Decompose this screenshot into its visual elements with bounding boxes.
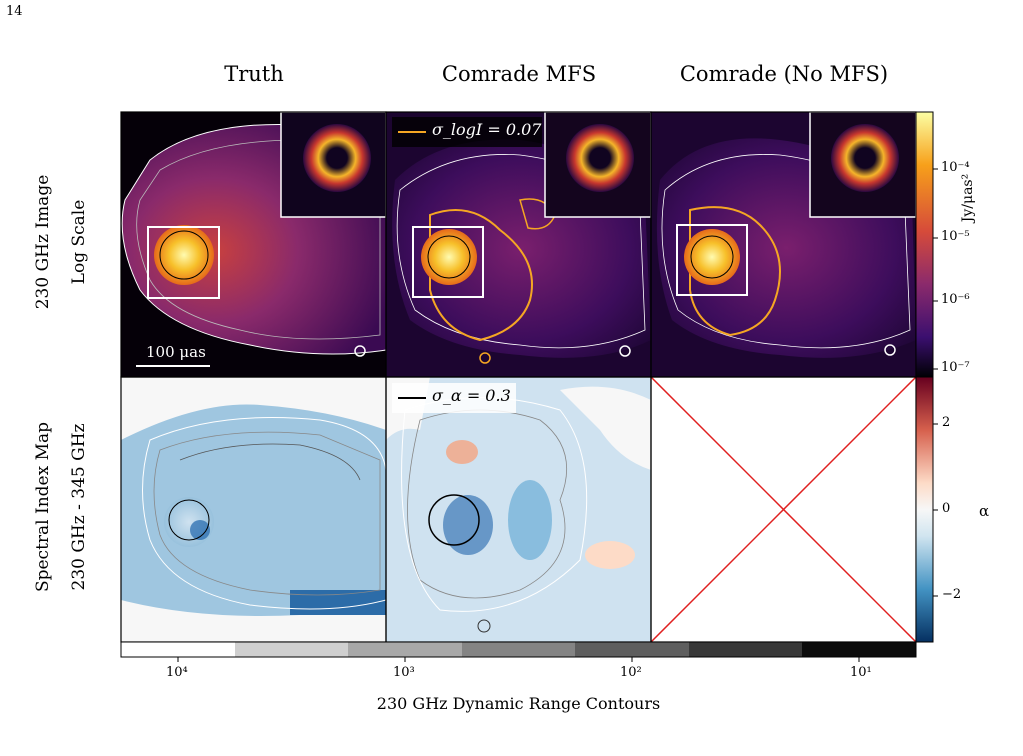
- page-number: 14: [6, 4, 23, 19]
- panel-comrade-nomfs-image: [651, 111, 917, 377]
- colorbar-spectral-index: [915, 376, 938, 643]
- column-title-comrade-no-mfs: Comrade (No MFS): [679, 62, 889, 86]
- legend-sigma-alpha: σ_α = 0.3: [432, 386, 511, 405]
- colorbar-intensity: [915, 111, 938, 378]
- panel-truth-image: [121, 111, 387, 377]
- cb-intensity-tick: 10⁻⁷: [941, 360, 970, 375]
- cb-alpha-tick: 2: [942, 415, 951, 430]
- panel-truth-spectral-index: [121, 377, 387, 642]
- cb-alpha-tick: −2: [942, 587, 962, 602]
- scale-bar-label: 100 μas: [146, 343, 206, 361]
- panel-comrade-mfs-image: [386, 111, 652, 377]
- cb-intensity-label: Jy/μas²: [960, 173, 976, 223]
- cb-alpha-tick: 0: [942, 501, 951, 516]
- cb-alpha-label: α: [979, 502, 990, 520]
- panel-comrade-nomfs-spectral-index: [650, 376, 917, 643]
- cb-dr-tick: 10¹: [850, 665, 872, 680]
- cb-dr-tick: 10³: [393, 665, 415, 680]
- colorbar-dynamic-range: [120, 641, 917, 662]
- cb-dr-tick: 10⁴: [166, 665, 188, 680]
- cb-intensity-tick: 10⁻⁵: [941, 229, 970, 244]
- legend-sigma-logI: σ_logI = 0.07: [432, 120, 542, 139]
- cb-intensity-tick: 10⁻⁶: [941, 292, 970, 307]
- column-title-truth: Truth: [224, 62, 284, 86]
- panel-comrade-mfs-spectral-index: [386, 377, 651, 642]
- cb-dr-label: 230 GHz Dynamic Range Contours: [376, 694, 661, 713]
- cb-dr-tick: 10²: [620, 665, 642, 680]
- column-title-comrade-mfs: Comrade MFS: [441, 62, 597, 86]
- cb-intensity-tick: 10⁻⁴: [941, 160, 970, 175]
